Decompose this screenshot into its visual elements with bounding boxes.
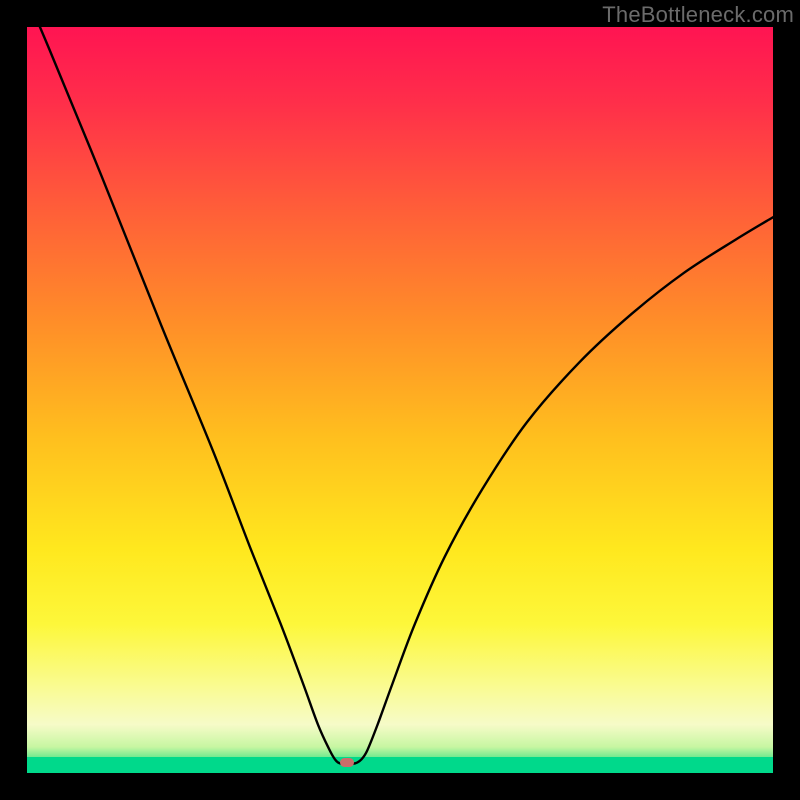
curve-path	[27, 27, 773, 764]
optimal-point-marker	[340, 758, 354, 767]
bottleneck-curve	[27, 27, 773, 773]
watermark-text: TheBottleneck.com	[602, 2, 794, 28]
chart-frame	[0, 0, 800, 800]
plot-area	[27, 27, 773, 773]
